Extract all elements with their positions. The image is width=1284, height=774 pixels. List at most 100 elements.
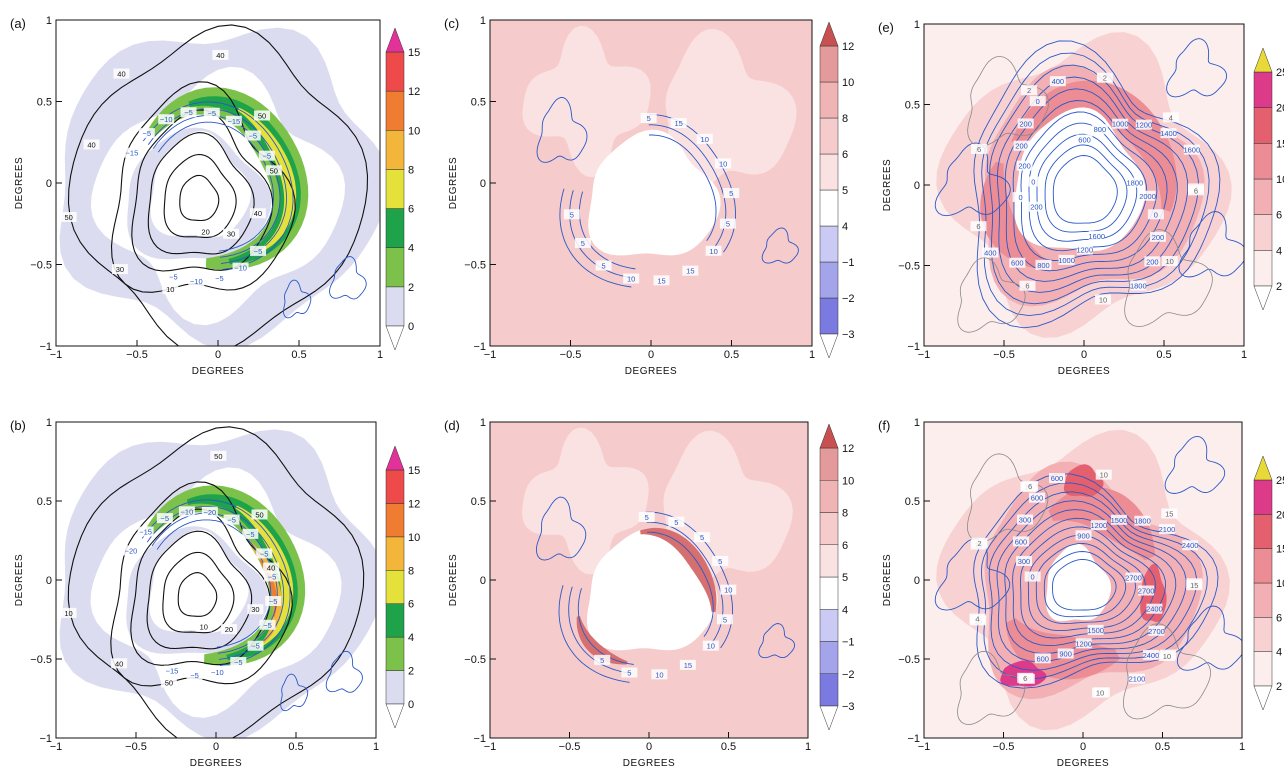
contour-label-bg (230, 656, 247, 667)
contour-label: 40 (267, 564, 275, 573)
colorbar-tick-label: 6 (1276, 210, 1282, 222)
contour-label: 1200 (1135, 121, 1152, 130)
blue-contour (1020, 111, 1158, 261)
contour-label: 15 (657, 276, 665, 285)
colorbar-tick-label: 20 (1276, 509, 1284, 521)
contour-label-bg (1147, 209, 1164, 220)
contour-label-bg (188, 276, 205, 287)
y-tick-label: −1 (39, 341, 52, 353)
contour-label-bg (970, 221, 987, 232)
contour-label-bg (1158, 650, 1175, 661)
x-tick-label: 0.5 (288, 741, 303, 753)
y-tick-label: 0.5 (37, 496, 52, 508)
contour-label: 15 (674, 119, 682, 128)
contour-label: 10 (627, 275, 635, 284)
contour-label: 6 (976, 222, 980, 231)
contour-label: 5 (723, 615, 727, 624)
contour-label-bg (1017, 514, 1034, 525)
contour-label: −5 (246, 530, 255, 539)
contour-label-bg (1048, 473, 1065, 484)
contour-label: −10 (211, 668, 224, 677)
contour-label-bg (201, 506, 218, 517)
contour-label: 800 (1037, 261, 1050, 270)
contour-label: 15 (1165, 510, 1173, 519)
contour-label: 50 (64, 213, 72, 222)
contour-label-bg (1135, 119, 1152, 130)
contour-label-bg (186, 669, 203, 680)
panel-label: (f) (878, 418, 890, 433)
light-patch (662, 29, 797, 197)
colorbar: 2 4 6 10 15 20 25 (1253, 47, 1284, 311)
contour-label: −5 (227, 516, 236, 525)
contour-label: 50 (270, 166, 278, 175)
contour-label-bg (1146, 603, 1163, 614)
gray-contour (1122, 623, 1211, 720)
y-tick-label: 1 (46, 417, 52, 429)
colorbar-tick-label: 4 (1276, 647, 1282, 659)
gray-contour (957, 257, 1026, 333)
contour-label-bg (211, 272, 228, 283)
x-tick-label: 1 (809, 349, 815, 361)
contour-label: 10 (64, 609, 72, 618)
colorbar-tick-label: 6 (408, 599, 414, 611)
colorbar-tick-label: 4 (408, 632, 414, 644)
y-tick-label: 0 (480, 575, 486, 587)
contour-label-bg (232, 262, 249, 273)
contour-label-bg (1134, 515, 1151, 526)
contour-label-bg (1017, 118, 1034, 129)
contour-label-bg (1090, 520, 1107, 531)
colorbar-tick-label: 15 (1276, 544, 1284, 556)
contour-label: 5 (729, 189, 733, 198)
plot-area: 5 5 5 5 10 5 10 15 10 5 5 (490, 422, 808, 738)
contour-label-bg (247, 640, 264, 651)
contour-label-bg (1091, 124, 1108, 135)
x-tick-label: 0 (213, 741, 219, 753)
contour-label: 5 (700, 533, 704, 542)
blue-contour (283, 279, 312, 319)
contour-label: 2400 (1182, 541, 1199, 550)
blue-contour (1004, 509, 1177, 655)
contour-label-bg (1162, 112, 1179, 123)
x-tick-label: 0 (1081, 349, 1087, 361)
colorbar-tick-label: 6 (408, 204, 414, 216)
contour-label: 10 (1100, 471, 1108, 480)
colorbar-tick-label: 6 (1276, 612, 1282, 624)
colorbar-tick-label: 12 (842, 443, 854, 455)
contour-label-bg (1035, 259, 1052, 270)
contour-label: 10 (724, 586, 732, 595)
contour-label: −5 (248, 131, 257, 140)
contour-label: 400 (984, 249, 997, 258)
contour-label-bg (60, 212, 77, 223)
contour-label-bg (251, 509, 268, 520)
contour-label: 1200 (1075, 639, 1092, 648)
contour-label-bg (1028, 492, 1045, 503)
contour-label-bg (1110, 514, 1127, 525)
contour-label-bg (1186, 580, 1203, 591)
contour-label: 1800 (1134, 517, 1151, 526)
y-tick-label: 0 (46, 575, 52, 587)
contour-label-bg (220, 624, 237, 635)
contour-label-bg (254, 110, 271, 121)
blue-contour (536, 97, 588, 163)
colorbar-tick-label: 10 (1276, 174, 1284, 186)
contour-label-bg (1148, 625, 1165, 636)
contour-label: 800 (1094, 125, 1107, 134)
contour-label-bg (623, 273, 640, 284)
colorbar-tick-label: 10 (408, 125, 420, 137)
blue-contour (934, 538, 1011, 611)
contour-label: 600 (1051, 474, 1064, 483)
contour-label-bg (595, 260, 612, 271)
shaded-field (490, 20, 812, 346)
black-contour (147, 132, 255, 255)
contour-label: 0 (1036, 97, 1040, 106)
blue-contour (649, 134, 717, 241)
blue-contour (1052, 155, 1118, 224)
x-axis-label: DEGREES (1057, 758, 1109, 769)
y-tick-label: −0.5 (30, 260, 52, 272)
colorbar-tick-label: 8 (842, 113, 848, 125)
x-tick-label: −1 (50, 349, 63, 361)
contour-label-bg (971, 537, 988, 548)
